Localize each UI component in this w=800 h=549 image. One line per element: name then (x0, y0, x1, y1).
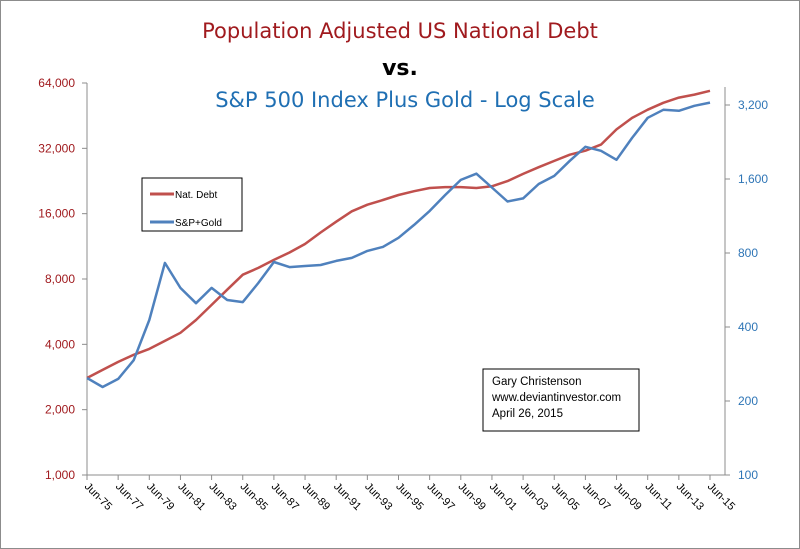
x-tick-label: Jun-15 (705, 481, 737, 513)
y-right-tick-label: 3,200 (738, 98, 768, 112)
x-tick-label: Jun-85 (238, 481, 270, 513)
series-line-sp-gold (86, 101, 711, 389)
x-tick-label: Jun-99 (456, 481, 488, 513)
y-right-tick-label: 800 (738, 246, 758, 260)
y-left-tick-label: 8,000 (45, 272, 75, 286)
chart-title-vs: vs. (382, 56, 418, 81)
y-left-tick-label: 1,000 (45, 468, 75, 482)
x-tick-label: Jun-89 (300, 481, 332, 513)
x-tick-label: Jun-81 (175, 481, 207, 513)
x-tick-label: Jun-77 (113, 481, 145, 513)
annotation-website: www.deviantinvestor.com (491, 392, 621, 404)
x-tick-label: Jun-01 (487, 481, 519, 513)
annotation-date: April 26, 2015 (492, 408, 563, 420)
x-tick-label: Jun-09 (611, 481, 643, 513)
annotation-author: Gary Christenson (492, 376, 581, 388)
y-left-tick-label: 64,000 (38, 76, 75, 90)
y-left-tick-label: 32,000 (38, 141, 75, 155)
x-tick-label: Jun-07 (580, 481, 612, 513)
chart-title: Population Adjusted US National Debt (202, 19, 598, 43)
legend-label-debt: Nat. Debt (175, 190, 217, 201)
x-tick-label: Jun-95 (393, 481, 425, 513)
x-tick-label: Jun-93 (362, 481, 394, 513)
y-left-tick-label: 16,000 (38, 207, 75, 221)
x-tick-label: Jun-97 (425, 481, 457, 513)
series-line-nat-debt (86, 89, 711, 380)
x-tick-label: Jun-79 (144, 481, 176, 513)
annotation-box (482, 368, 640, 432)
chart-subtitle: S&P 500 Index Plus Gold - Log Scale (215, 88, 595, 112)
annotation: Gary Christenson www.deviantinvestor.com… (482, 368, 640, 432)
y-right-tick-label: 1,600 (738, 172, 768, 186)
y-left-tick-label: 4,000 (45, 337, 75, 351)
x-tick-label: Jun-11 (643, 481, 675, 513)
axes: 1,000 2,000 4,000 8,000 16,000 32,000 64,000 10… (38, 76, 768, 513)
x-tick-label: Jun-87 (269, 481, 301, 513)
series-lines (86, 89, 711, 389)
y-right-tick-label: 400 (738, 320, 758, 334)
x-tick-label: Jun-75 (82, 481, 114, 513)
x-tick-label: Jun-03 (518, 481, 550, 513)
x-tick-label: Jun-83 (206, 481, 238, 513)
y-left-tick-label: 2,000 (45, 403, 75, 417)
x-tick-label: Jun-13 (674, 481, 706, 513)
y-right-tick-label: 200 (738, 394, 758, 408)
y-right-tick-label: 100 (738, 468, 758, 482)
x-tick-label: Jun-91 (331, 481, 363, 513)
x-tick-label: Jun-05 (549, 481, 581, 513)
legend-label-spgold: S&P+Gold (175, 218, 222, 229)
legend: Nat. Debt S&P+Gold (141, 177, 243, 232)
